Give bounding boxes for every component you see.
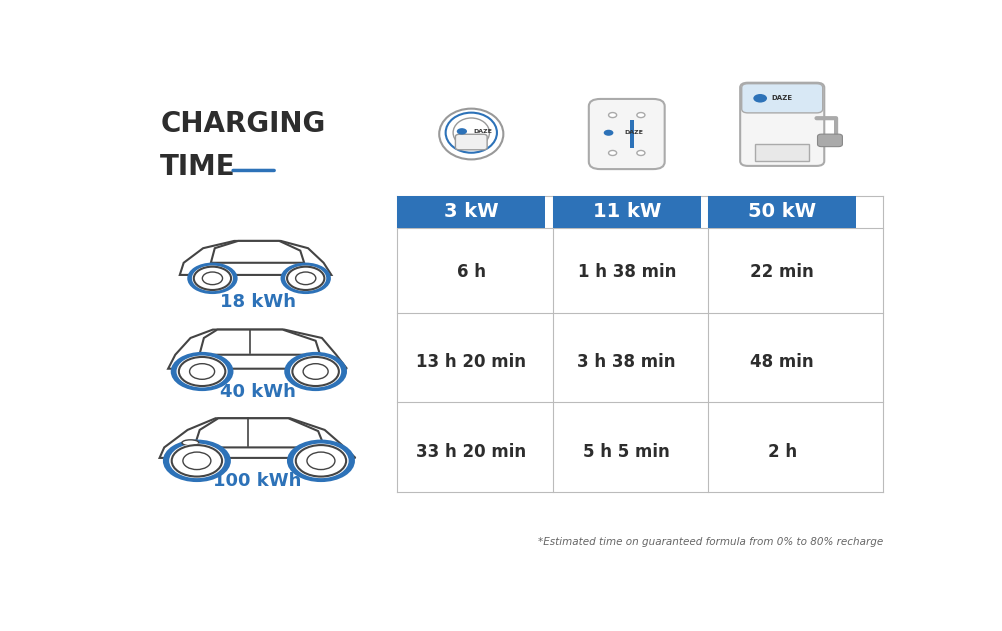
- Circle shape: [170, 352, 233, 391]
- Circle shape: [178, 357, 225, 386]
- Text: DAZE: DAZE: [624, 130, 643, 135]
- Text: 13 h 20 min: 13 h 20 min: [416, 353, 526, 372]
- Circle shape: [293, 444, 349, 478]
- Circle shape: [162, 440, 230, 482]
- FancyBboxPatch shape: [552, 196, 699, 228]
- Circle shape: [182, 452, 210, 469]
- Text: 1 h 38 min: 1 h 38 min: [577, 264, 675, 281]
- PathPatch shape: [199, 329, 320, 355]
- Circle shape: [287, 440, 355, 482]
- PathPatch shape: [159, 418, 355, 458]
- Text: 2 h: 2 h: [767, 443, 796, 461]
- Circle shape: [287, 267, 324, 290]
- Text: 3 h 38 min: 3 h 38 min: [577, 353, 675, 372]
- PathPatch shape: [194, 418, 325, 447]
- Text: CHARGING: CHARGING: [160, 110, 326, 138]
- Text: 48 min: 48 min: [749, 353, 814, 372]
- PathPatch shape: [210, 241, 304, 262]
- Circle shape: [176, 355, 227, 387]
- FancyBboxPatch shape: [817, 134, 842, 146]
- FancyBboxPatch shape: [707, 196, 856, 228]
- Circle shape: [191, 266, 232, 291]
- Circle shape: [171, 445, 221, 476]
- Text: 5 h 5 min: 5 h 5 min: [583, 443, 669, 461]
- PathPatch shape: [168, 329, 347, 369]
- Circle shape: [307, 452, 335, 469]
- Circle shape: [189, 363, 214, 379]
- Text: 33 h 20 min: 33 h 20 min: [416, 443, 526, 461]
- FancyBboxPatch shape: [740, 84, 822, 113]
- Circle shape: [636, 150, 644, 155]
- Text: DAZE: DAZE: [771, 95, 792, 102]
- Circle shape: [296, 445, 346, 476]
- Ellipse shape: [181, 440, 198, 445]
- FancyBboxPatch shape: [629, 120, 633, 148]
- Circle shape: [285, 266, 326, 291]
- Circle shape: [284, 352, 347, 391]
- Text: 6 h: 6 h: [456, 264, 485, 281]
- Text: 3 kW: 3 kW: [444, 203, 498, 221]
- Text: 100 kWh: 100 kWh: [213, 473, 302, 490]
- Circle shape: [293, 357, 339, 386]
- Text: DAZE: DAZE: [473, 129, 492, 134]
- Text: *Estimated time on guaranteed formula from 0% to 80% recharge: *Estimated time on guaranteed formula fr…: [537, 537, 883, 547]
- Text: 18 kWh: 18 kWh: [219, 293, 296, 310]
- Circle shape: [290, 355, 341, 387]
- Circle shape: [187, 262, 237, 294]
- FancyBboxPatch shape: [588, 99, 664, 169]
- Text: 50 kW: 50 kW: [747, 203, 816, 221]
- FancyBboxPatch shape: [755, 144, 809, 161]
- FancyBboxPatch shape: [397, 196, 545, 228]
- Text: 22 min: 22 min: [749, 264, 814, 281]
- Circle shape: [608, 112, 616, 117]
- Circle shape: [193, 267, 230, 290]
- Circle shape: [202, 272, 222, 285]
- PathPatch shape: [179, 241, 331, 275]
- Circle shape: [608, 150, 616, 155]
- Circle shape: [281, 262, 331, 294]
- FancyBboxPatch shape: [739, 83, 824, 166]
- Circle shape: [456, 128, 467, 134]
- Text: TIME: TIME: [160, 153, 235, 182]
- Text: 40 kWh: 40 kWh: [219, 382, 296, 401]
- Circle shape: [296, 272, 316, 285]
- Text: 11 kW: 11 kW: [592, 203, 660, 221]
- Circle shape: [636, 112, 644, 117]
- Circle shape: [753, 94, 767, 103]
- Circle shape: [169, 444, 224, 478]
- FancyBboxPatch shape: [455, 134, 487, 150]
- Circle shape: [603, 130, 613, 136]
- Circle shape: [303, 363, 328, 379]
